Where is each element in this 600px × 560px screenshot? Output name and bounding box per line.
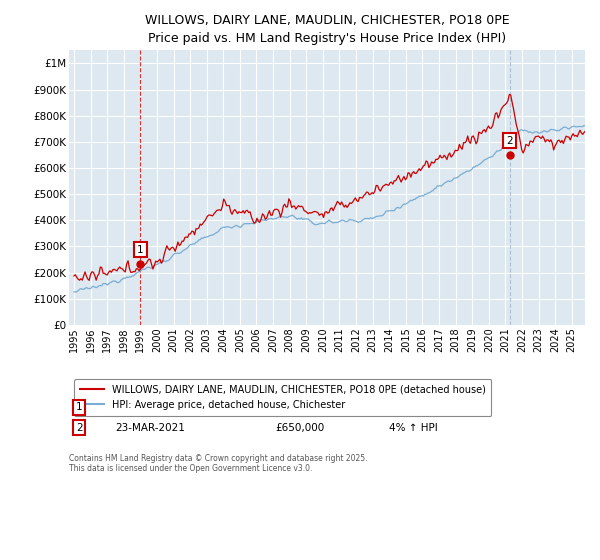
Text: 4% ↑ HPI: 4% ↑ HPI [389, 423, 437, 433]
Legend: WILLOWS, DAIRY LANE, MAUDLIN, CHICHESTER, PO18 0PE (detached house), HPI: Averag: WILLOWS, DAIRY LANE, MAUDLIN, CHICHESTER… [74, 379, 491, 416]
Text: 04-NOV-1998: 04-NOV-1998 [115, 402, 185, 412]
Text: 2: 2 [76, 423, 83, 433]
Text: 1: 1 [76, 402, 83, 412]
Title: WILLOWS, DAIRY LANE, MAUDLIN, CHICHESTER, PO18 0PE
Price paid vs. HM Land Regist: WILLOWS, DAIRY LANE, MAUDLIN, CHICHESTER… [145, 14, 509, 45]
Text: Contains HM Land Registry data © Crown copyright and database right 2025.
This d: Contains HM Land Registry data © Crown c… [69, 454, 367, 473]
Text: 1: 1 [137, 245, 143, 255]
Text: 23-MAR-2021: 23-MAR-2021 [115, 423, 185, 433]
Text: £650,000: £650,000 [275, 423, 325, 433]
Text: £232,956: £232,956 [275, 402, 325, 412]
Text: 2: 2 [506, 136, 513, 146]
Text: 38% ↑ HPI: 38% ↑ HPI [389, 402, 444, 412]
